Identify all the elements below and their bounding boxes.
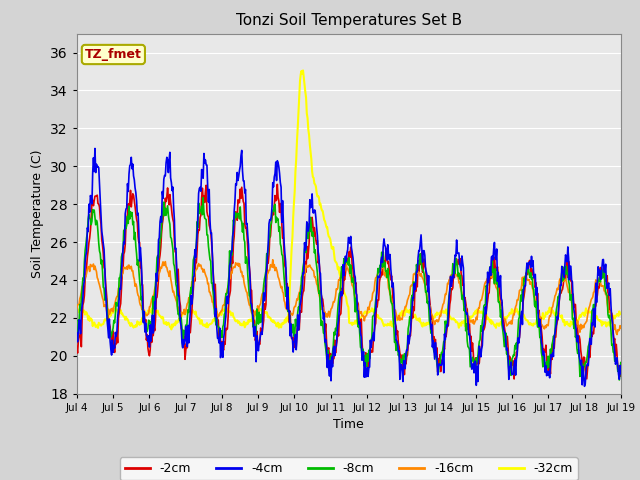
- X-axis label: Time: Time: [333, 418, 364, 431]
- Text: TZ_fmet: TZ_fmet: [85, 48, 142, 61]
- Title: Tonzi Soil Temperatures Set B: Tonzi Soil Temperatures Set B: [236, 13, 462, 28]
- Legend: -2cm, -4cm, -8cm, -16cm, -32cm: -2cm, -4cm, -8cm, -16cm, -32cm: [120, 457, 578, 480]
- Y-axis label: Soil Temperature (C): Soil Temperature (C): [31, 149, 44, 278]
